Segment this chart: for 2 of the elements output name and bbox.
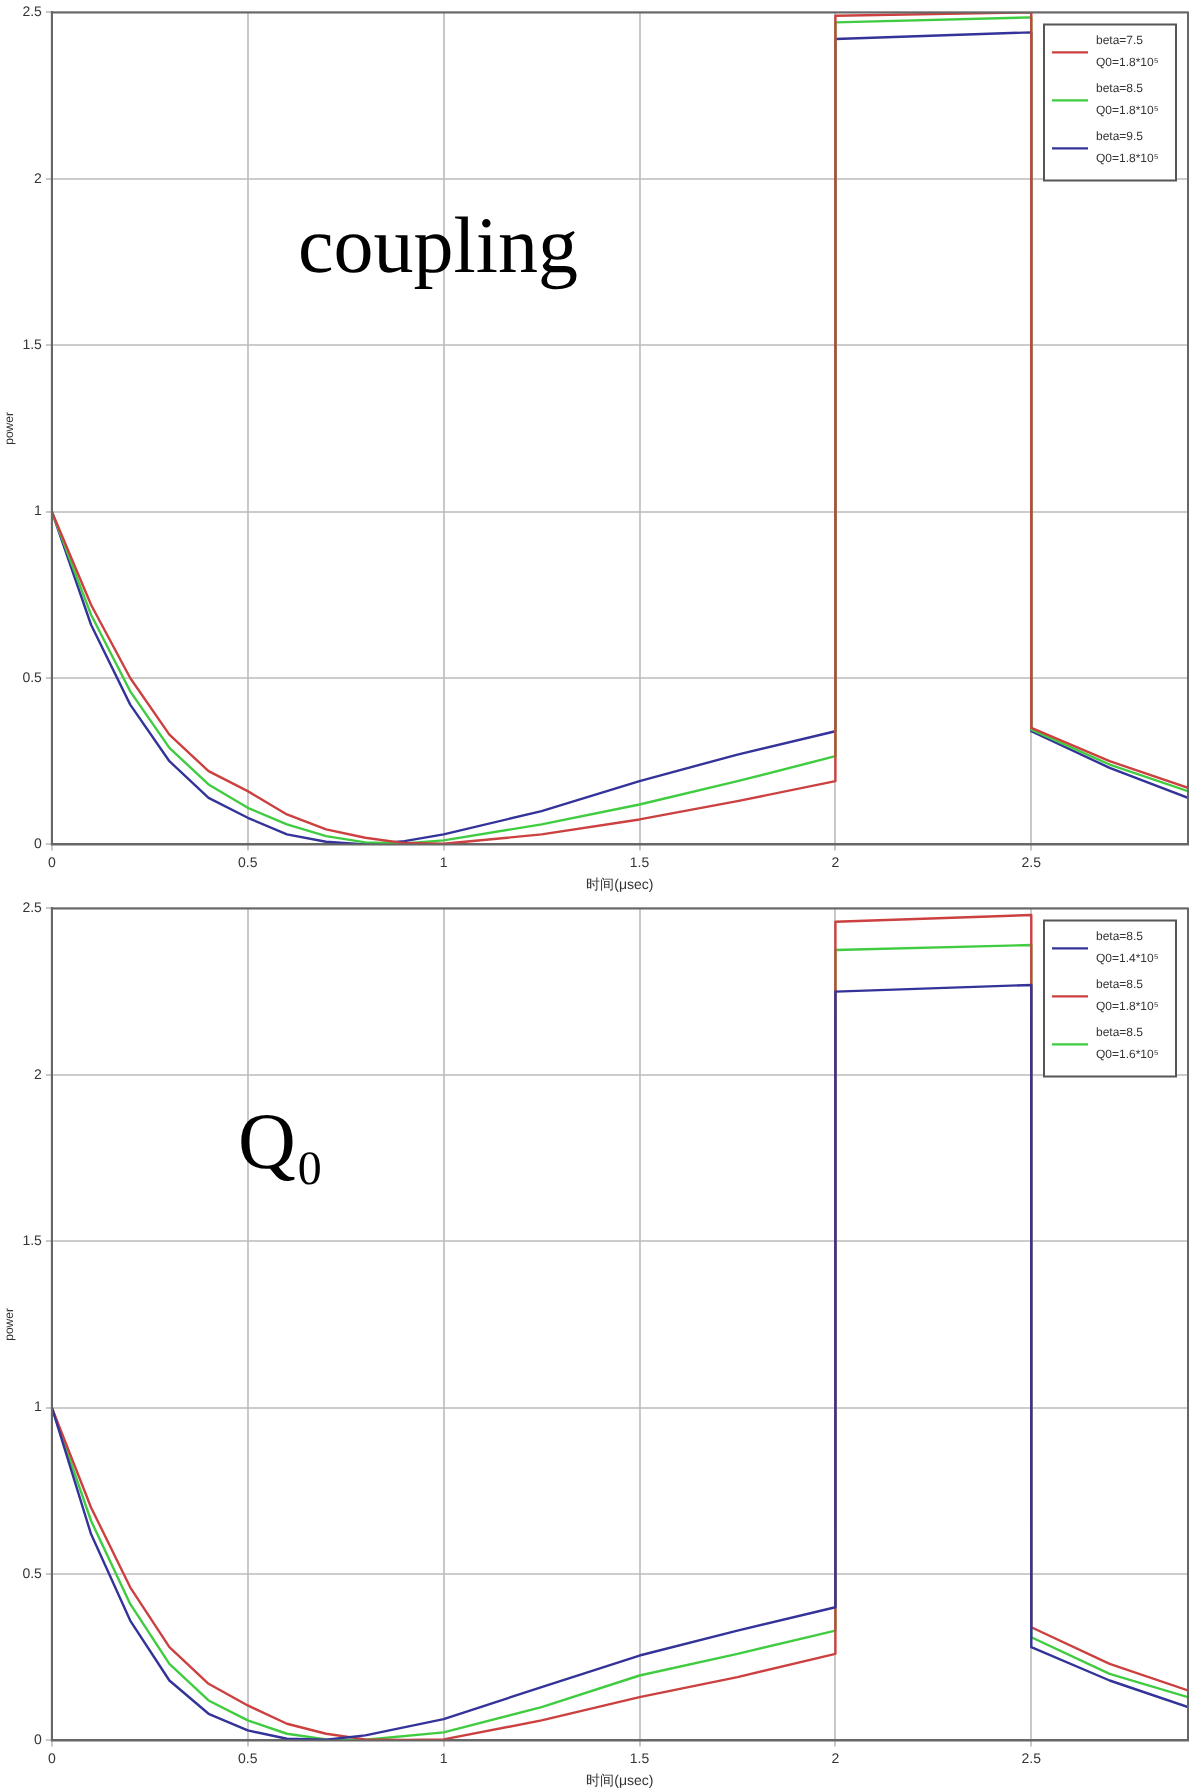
annotation: coupling <box>298 198 578 292</box>
annotation: Q₀ <box>238 1094 324 1188</box>
